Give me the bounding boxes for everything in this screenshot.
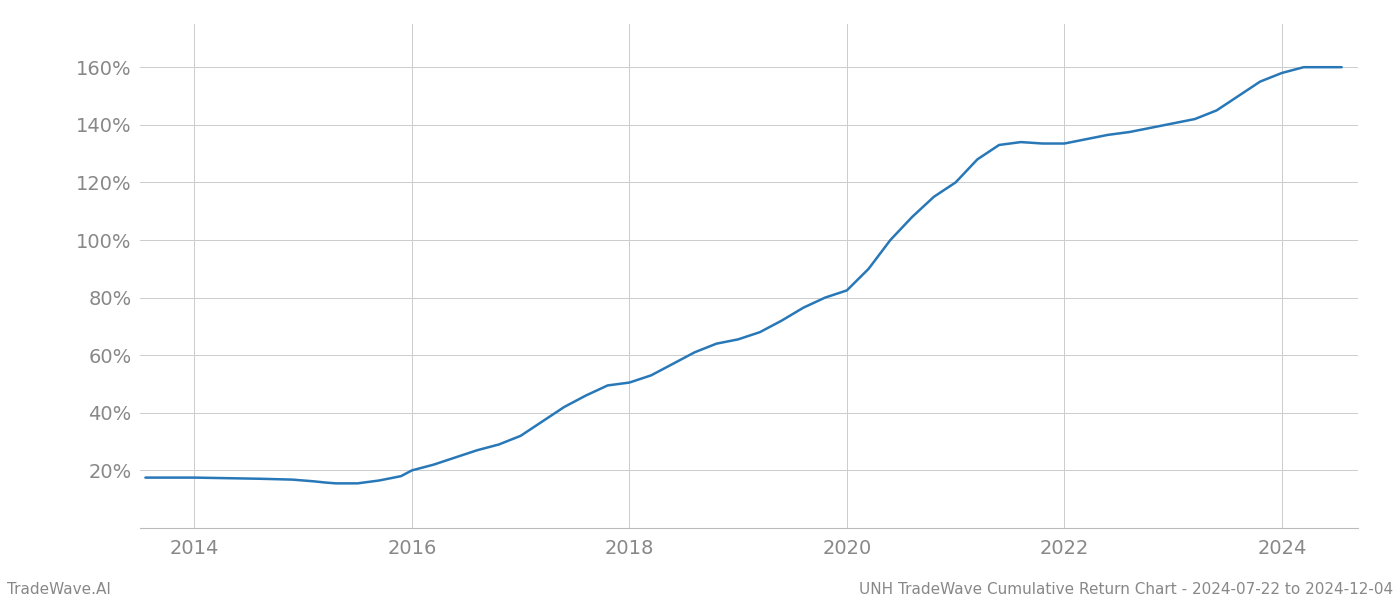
Text: TradeWave.AI: TradeWave.AI <box>7 582 111 597</box>
Text: UNH TradeWave Cumulative Return Chart - 2024-07-22 to 2024-12-04: UNH TradeWave Cumulative Return Chart - … <box>858 582 1393 597</box>
